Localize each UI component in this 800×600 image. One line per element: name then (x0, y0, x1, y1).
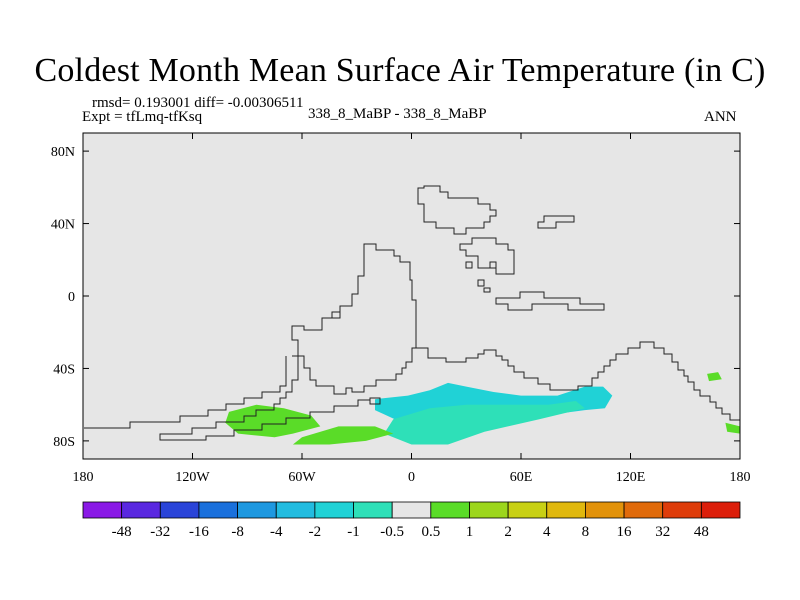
colorbar: -48 -32 -16 -8 -4 -2 -1 -0.5 0.5 1 2 4 8 16 32 48 (82, 501, 741, 540)
coastline-eurasia (417, 185, 497, 235)
colorbar-box-7 (314, 501, 354, 519)
experiment-subtitle: Expt = tfLmq-tfKsq (82, 109, 203, 125)
coastline-americas (291, 243, 417, 395)
colorbar-box-13 (546, 501, 586, 519)
chart-title: Coldest Month Mean Surface Air Temperatu… (34, 52, 766, 89)
x-tick-label-3: 0 (408, 470, 415, 485)
anomaly-region-3 (225, 404, 321, 438)
colorbar-label-16: 48 (694, 524, 709, 540)
coastline-europe-africa (459, 237, 515, 275)
colorbar-box-11 (469, 501, 509, 519)
colorbar-label-12: 4 (543, 524, 551, 540)
anomaly-regions (225, 372, 740, 445)
colorbar-box-14 (585, 501, 625, 519)
colorbar-box-1 (82, 501, 123, 519)
x-tick-label-0: 180 (73, 470, 94, 485)
colorbar-box-2 (121, 501, 161, 519)
stats-subtitle: rmsd= 0.193001 diff= -0.00306511 (92, 95, 304, 111)
colorbar-box-3 (159, 501, 200, 519)
x-tick-label-6: 180 (730, 470, 751, 485)
colorbar-label-14: 16 (617, 524, 633, 540)
colorbar-label-6: -2 (309, 524, 322, 540)
colorbar-label-2: -32 (150, 524, 170, 540)
coastline-south-america-extension (159, 355, 370, 441)
y-tick-label-4: 80S (53, 435, 75, 450)
coastline-patagonia (84, 356, 287, 429)
axis-ticks: 180 120W 60W 0 60E 120E 180 80N 40N 0 40S 80S (51, 133, 751, 485)
colorbar-box-17 (700, 501, 741, 519)
coastline-asia-arc (495, 291, 605, 311)
colorbar-label-15: 32 (655, 524, 670, 540)
coastline-northeast-asia (537, 215, 575, 229)
colorbar-box-10 (430, 501, 470, 519)
y-tick-label-0: 80N (51, 145, 75, 160)
y-tick-label-1: 40N (51, 218, 75, 233)
anomaly-region-5 (707, 372, 722, 382)
colorbar-box-8 (353, 501, 393, 519)
season-subtitle: ANN (704, 109, 737, 125)
x-tick-label-5: 120E (616, 470, 646, 485)
coastline-small-islands (331, 261, 497, 405)
y-tick-label-2: 0 (68, 290, 75, 305)
colorbar-label-5: -4 (270, 524, 283, 540)
colorbar-label-8: -0.5 (380, 524, 404, 540)
colorbar-label-1: -48 (112, 524, 132, 540)
case-subtitle: 338_8_MaBP - 338_8_MaBP (308, 106, 487, 122)
colorbar-box-6 (275, 501, 316, 519)
colorbar-label-13: 8 (582, 524, 590, 540)
anomaly-region-2 (384, 401, 585, 445)
anomaly-region-4 (292, 426, 394, 445)
colorbar-box-12 (507, 501, 548, 519)
colorbar-label-3: -16 (189, 524, 209, 540)
coastline-australia-antarctica (416, 341, 740, 421)
colorbar-label-4: -8 (231, 524, 244, 540)
colorbar-box-16 (662, 501, 702, 519)
x-tick-label-4: 60E (510, 470, 533, 485)
colorbar-label-7: -1 (347, 524, 360, 540)
y-tick-label-3: 40S (53, 362, 75, 377)
colorbar-label-10: 1 (466, 524, 474, 540)
colorbar-box-9 (391, 501, 432, 519)
x-tick-label-1: 120W (175, 470, 210, 485)
colorbar-box-15 (623, 501, 664, 519)
colorbar-label-11: 2 (504, 524, 512, 540)
colorbar-box-4 (198, 501, 238, 519)
colorbar-label-9: 0.5 (421, 524, 440, 540)
anomaly-region-6 (725, 422, 740, 434)
colorbar-box-5 (237, 501, 277, 519)
coastlines (84, 185, 740, 441)
x-tick-label-2: 60W (288, 470, 316, 485)
